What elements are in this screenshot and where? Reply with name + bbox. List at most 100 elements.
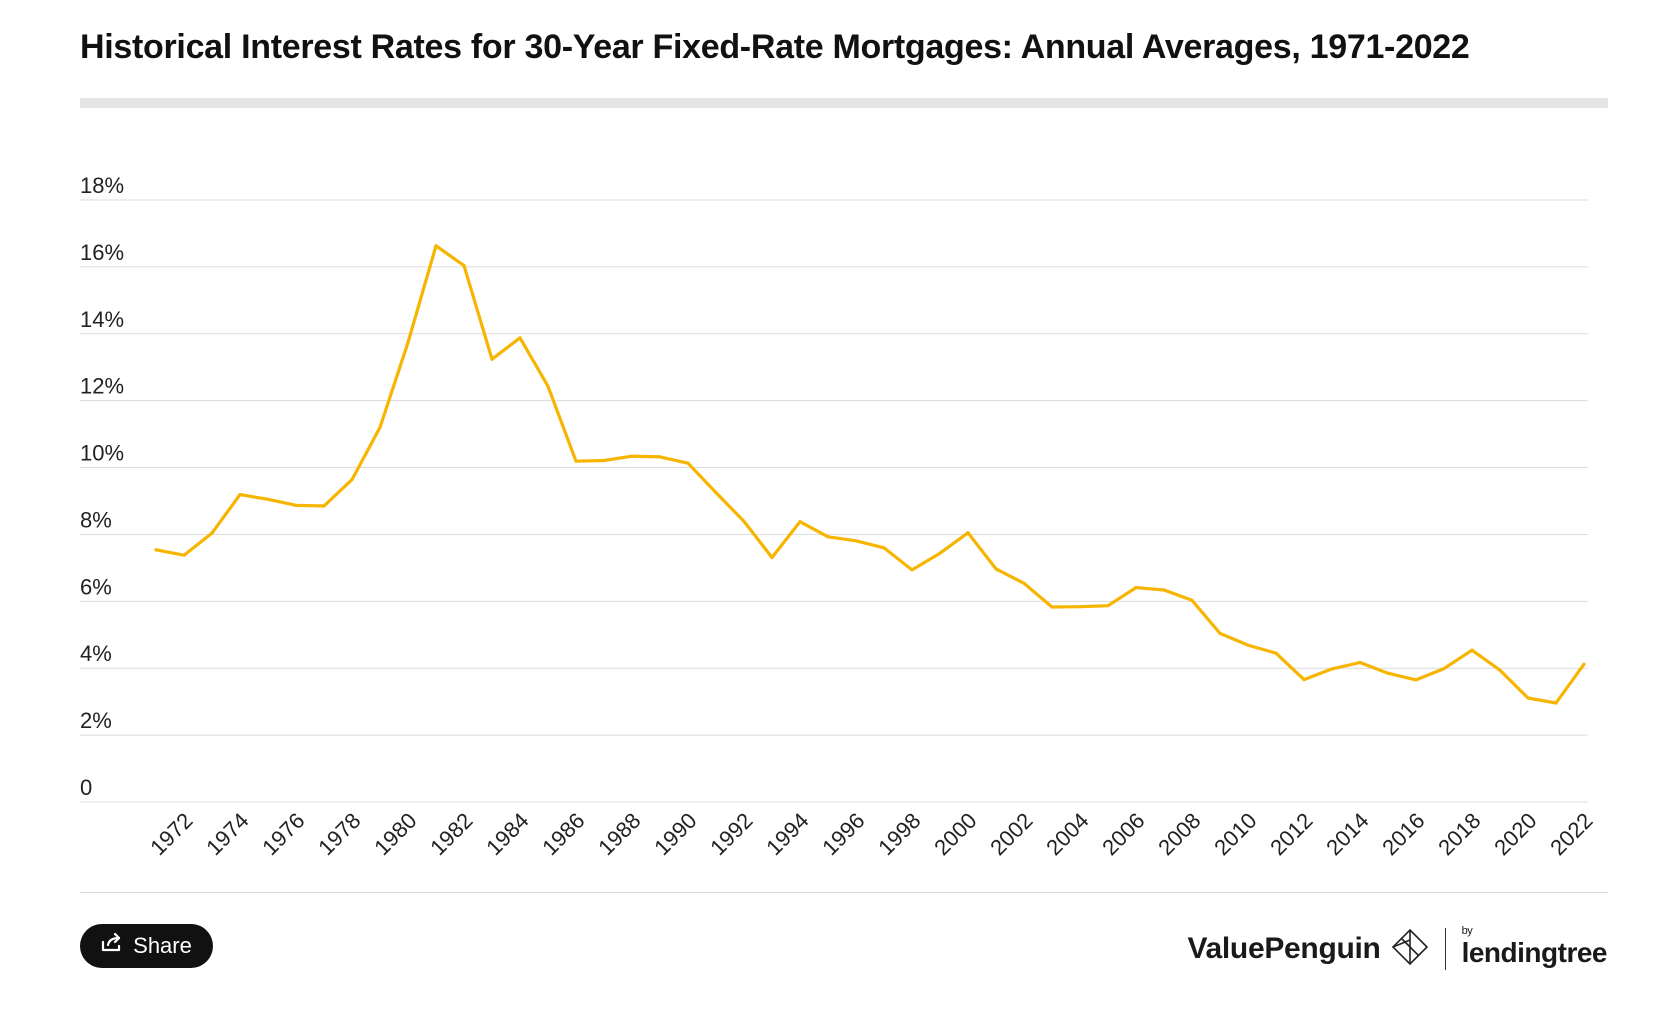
footer-divider <box>80 892 1608 893</box>
data-point <box>294 503 298 507</box>
x-tick-label: 1992 <box>705 808 757 860</box>
x-tick-label: 1982 <box>425 808 477 860</box>
y-tick-label: 10% <box>80 441 124 466</box>
data-point <box>1386 671 1390 675</box>
x-tick-label: 2018 <box>1433 808 1485 860</box>
data-point <box>1106 604 1110 608</box>
data-point <box>966 531 970 535</box>
data-point <box>350 477 354 482</box>
data-point <box>1162 588 1166 592</box>
x-tick-label: 2000 <box>929 808 981 860</box>
data-point <box>434 244 438 248</box>
x-axis-tick-labels: 1972 1974 1976 1978 1980 1982 1984 1986 1988 1990… <box>145 808 1597 860</box>
data-point <box>406 340 410 345</box>
data-point <box>490 357 494 361</box>
data-point <box>1330 667 1334 671</box>
share-label: Share <box>133 933 192 958</box>
x-tick-label: 2016 <box>1377 808 1429 860</box>
brand-logo: ValuePenguin by lendingtree <box>1187 924 1608 974</box>
data-point <box>602 458 606 463</box>
data-point <box>1134 586 1138 590</box>
x-tick-label: 2008 <box>1153 808 1205 860</box>
x-tick-label: 1990 <box>649 808 701 860</box>
gridlines <box>80 199 1588 803</box>
x-tick-label: 1996 <box>817 808 869 860</box>
y-tick-label: 12% <box>80 374 124 399</box>
data-point <box>518 336 522 340</box>
x-tick-label: 1984 <box>481 808 533 860</box>
title-divider <box>80 98 1608 108</box>
data-point <box>1358 660 1362 665</box>
data-point <box>714 491 718 495</box>
x-tick-label: 1978 <box>313 808 365 860</box>
share-button[interactable]: Share <box>80 924 213 968</box>
x-tick-label: 1976 <box>257 808 309 860</box>
x-tick-label: 1972 <box>145 808 197 860</box>
data-point <box>322 504 326 508</box>
x-tick-label: 1986 <box>537 808 589 860</box>
series-line <box>154 244 1586 705</box>
lendingtree-label: lendingtree <box>1461 937 1608 968</box>
data-point <box>1302 677 1306 682</box>
series-line-layer <box>154 244 1586 705</box>
data-point <box>1414 678 1418 682</box>
y-tick-label: 0 <box>80 775 92 800</box>
y-tick-label: 6% <box>80 574 112 599</box>
brand-by-label: by <box>1461 925 1473 937</box>
x-tick-label: 2012 <box>1265 808 1317 860</box>
brand-separator <box>1444 928 1446 970</box>
x-tick-label: 2010 <box>1209 808 1261 860</box>
y-tick-label: 4% <box>80 641 112 666</box>
data-point <box>1022 581 1026 585</box>
data-point <box>686 461 690 465</box>
valuepenguin-wordmark: ValuePenguin <box>1187 932 1381 965</box>
data-point <box>1190 598 1194 602</box>
y-tick-label: 16% <box>80 240 124 265</box>
data-point <box>1470 648 1474 652</box>
data-point <box>770 555 774 560</box>
y-tick-label: 8% <box>80 507 112 532</box>
chart-title: Historical Interest Rates for 30-Year Fi… <box>80 28 1470 66</box>
data-point <box>210 531 214 535</box>
y-tick-label: 14% <box>80 307 124 332</box>
data-point <box>266 497 270 501</box>
x-tick-label: 2004 <box>1041 808 1093 860</box>
data-point <box>1050 605 1054 609</box>
data-point <box>462 263 466 268</box>
x-tick-label: 1980 <box>369 808 421 860</box>
data-point <box>1526 696 1530 700</box>
x-tick-label: 2020 <box>1489 808 1541 860</box>
data-point <box>1498 668 1502 672</box>
y-tick-label: 18% <box>80 173 124 198</box>
line-chart: 0 2% 4% 6% 8% 10% 12% 14% 16% 18% 1972 1974 1976 197… <box>80 173 1598 860</box>
y-tick-label: 2% <box>80 708 112 733</box>
valuepenguin-logo-icon <box>1391 928 1429 971</box>
data-point <box>1554 701 1558 705</box>
data-point <box>742 519 746 524</box>
x-tick-label: 1994 <box>761 808 813 860</box>
data-point <box>854 539 858 543</box>
x-tick-label: 2014 <box>1321 808 1373 860</box>
x-tick-label: 2002 <box>985 808 1037 860</box>
data-point <box>630 454 634 458</box>
data-point <box>994 567 998 571</box>
data-point <box>938 551 942 555</box>
data-point <box>574 459 578 463</box>
x-tick-label: 1998 <box>873 808 925 860</box>
y-axis-tick-labels: 0 2% 4% 6% 8% 10% 12% 14% 16% 18% <box>80 173 124 800</box>
data-point <box>238 493 242 497</box>
data-point <box>882 546 886 550</box>
lendingtree-wordmark: by lendingtree <box>1461 925 1608 969</box>
data-point <box>658 455 662 459</box>
data-point <box>1218 631 1222 636</box>
data-point <box>798 520 802 524</box>
data-point <box>1442 666 1446 671</box>
data-point <box>182 553 186 557</box>
data-point <box>1274 651 1278 655</box>
data-point <box>1582 662 1586 666</box>
x-tick-label: 2022 <box>1545 808 1597 860</box>
data-point <box>826 535 830 539</box>
share-icon <box>101 932 123 959</box>
x-tick-label: 2006 <box>1097 808 1149 860</box>
data-point <box>154 548 158 552</box>
